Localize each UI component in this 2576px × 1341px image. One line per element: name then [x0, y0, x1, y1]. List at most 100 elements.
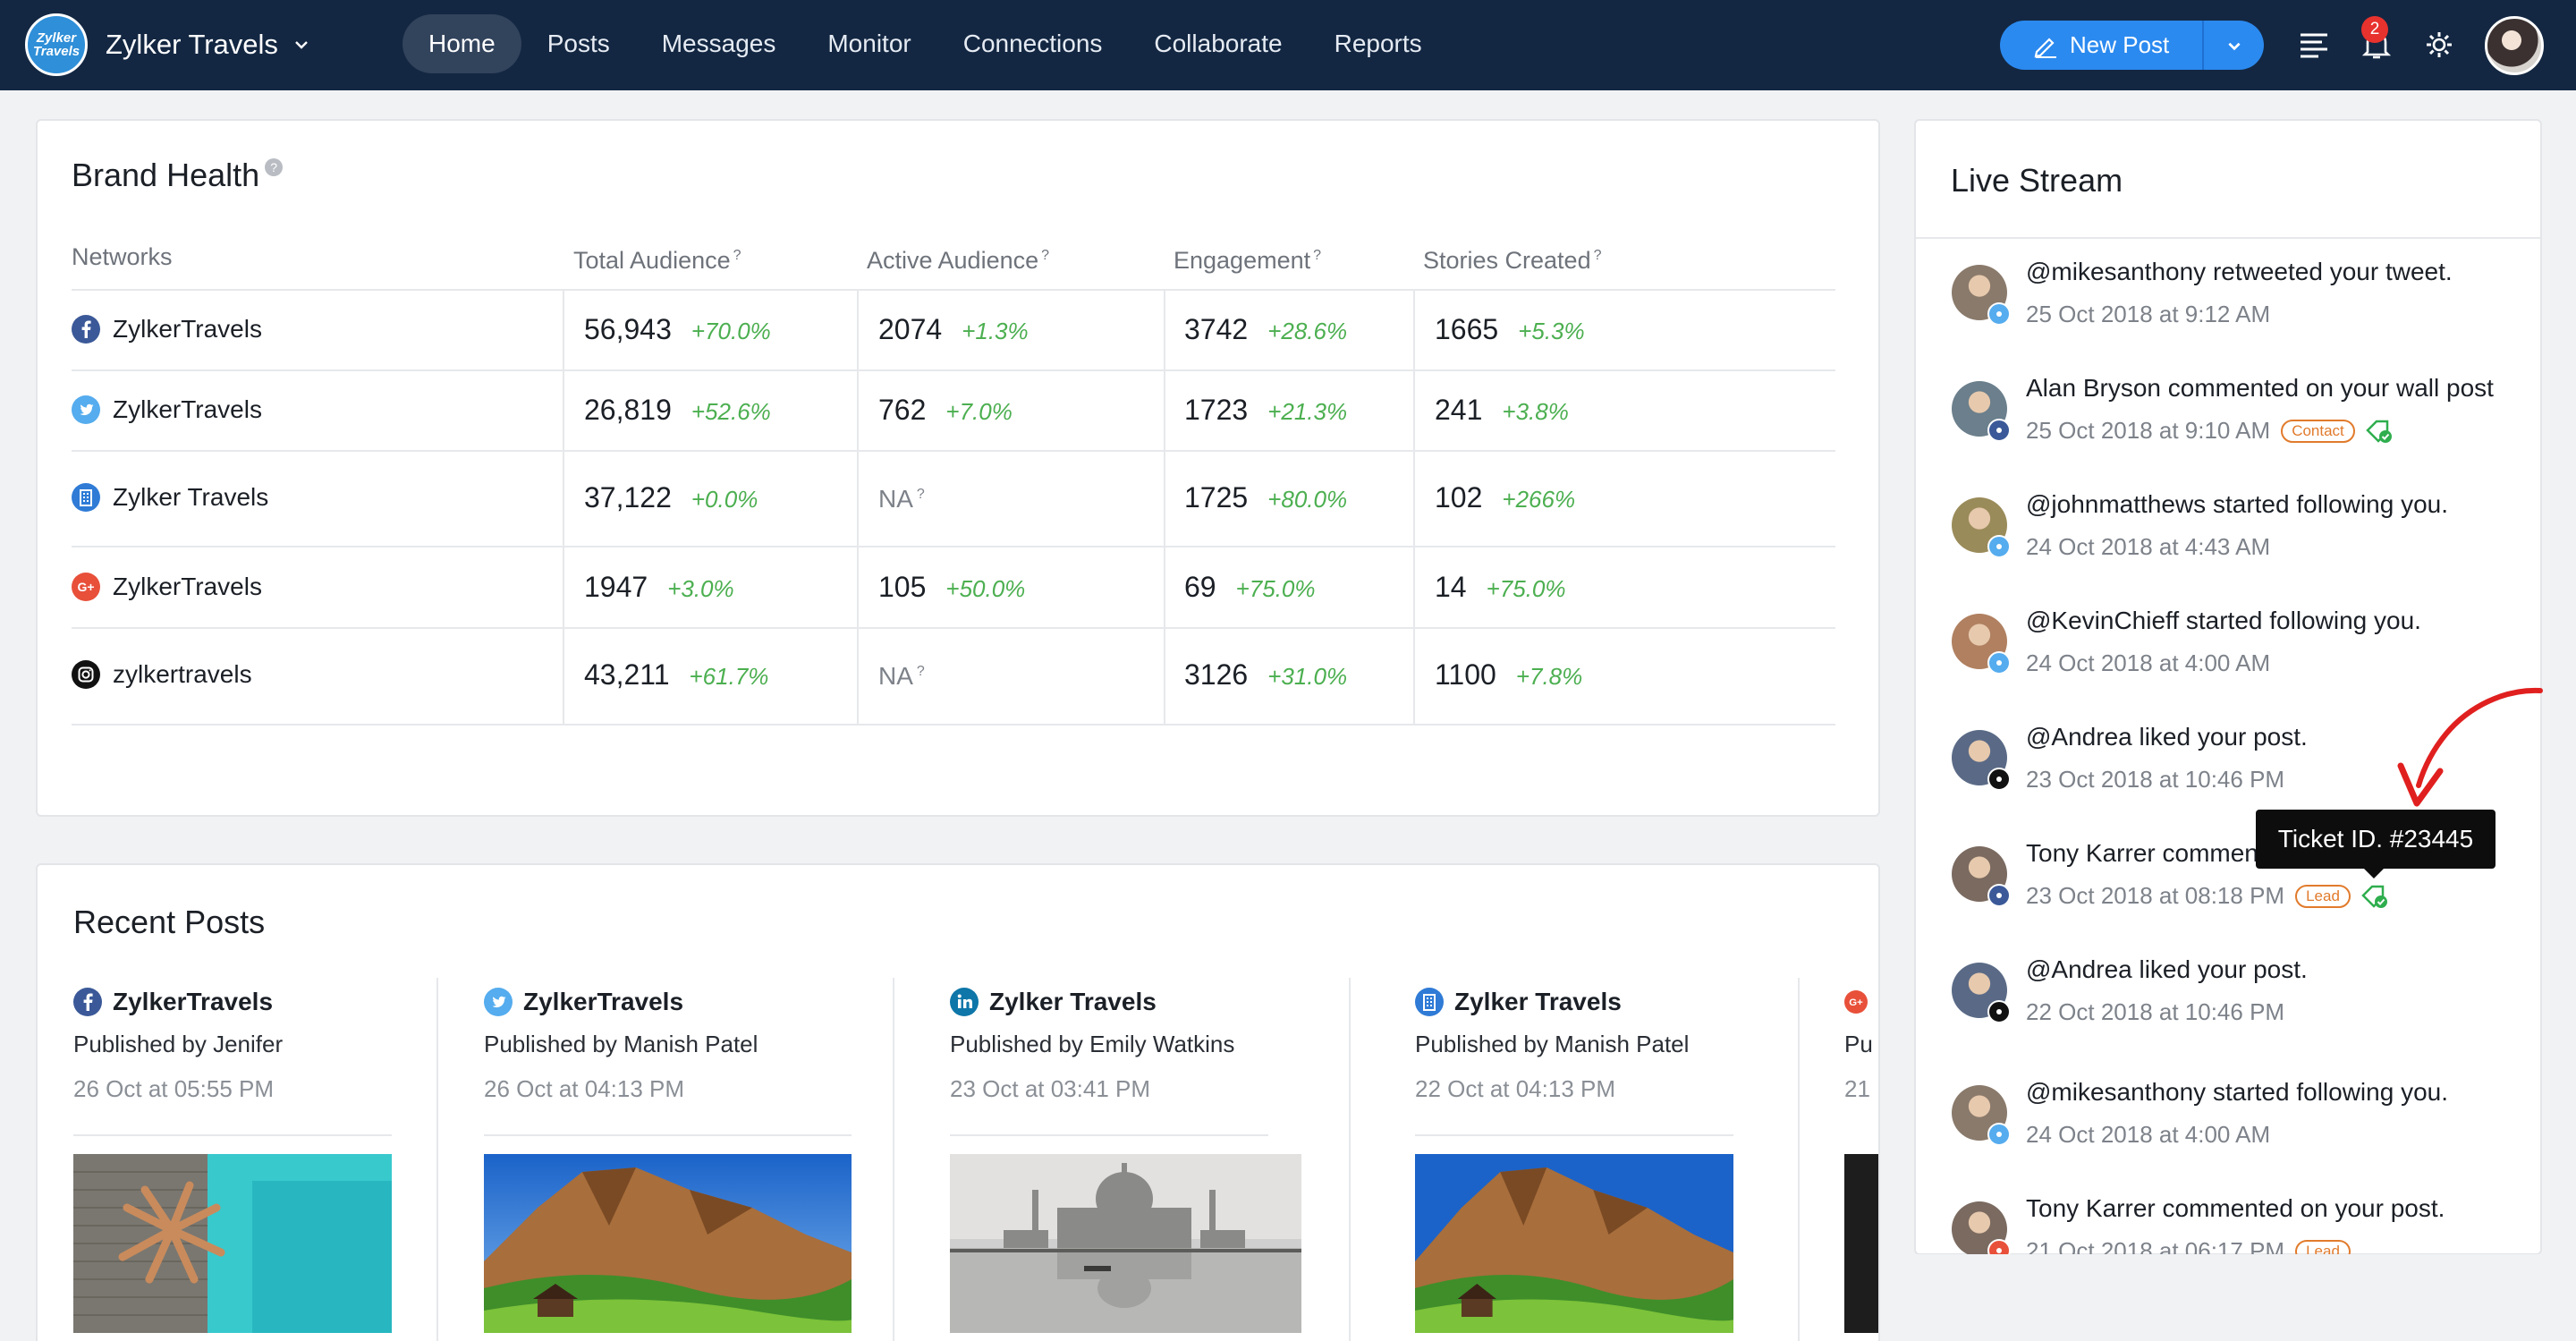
metric-change: +61.7%	[689, 663, 769, 690]
settings-button[interactable]	[2421, 27, 2457, 63]
metric-change: +50.0%	[945, 575, 1026, 602]
column-header-engagement[interactable]: Engagement?	[1174, 247, 1321, 275]
live-stream-item-time: 24 Oct 2018 at 4:00 AM	[2026, 649, 2270, 677]
facebook-icon	[1987, 884, 2011, 907]
network-row-company-page[interactable]: Zylker Travels	[72, 483, 268, 512]
metric-value: 1947	[584, 571, 648, 603]
column-header-total-audience[interactable]: Total Audience?	[573, 247, 741, 275]
live-stream-item-text[interactable]: @KevinChieff started following you.	[2026, 607, 2421, 634]
live-stream-item-time: 25 Oct 2018 at 9:10 AM Contact	[2026, 417, 2394, 445]
tab-home[interactable]: Home	[402, 14, 521, 73]
timestamp: 24 Oct 2018 at 4:00 AM	[2026, 1121, 2271, 1148]
network-row-twitter[interactable]: ZylkerTravels	[72, 395, 262, 424]
post-date: 26 Oct at 05:55 PM	[73, 1075, 275, 1102]
table-divider	[72, 289, 1835, 291]
crm-tag-badge[interactable]: Contact	[2281, 419, 2355, 443]
brand-switcher[interactable]: Zylker Travels Zylker Travels	[25, 13, 309, 77]
total-audience-cell: 43,211 +61.7%	[584, 658, 768, 692]
post-card[interactable]: G+ Pu 21	[1844, 982, 1878, 1111]
post-author: Published by Manish Patel	[1415, 1031, 1690, 1057]
feed-menu-button[interactable]	[2296, 27, 2332, 63]
help-icon[interactable]: ?	[265, 158, 284, 176]
network-name: ZylkerTravels	[113, 573, 262, 600]
post-card[interactable]: ZylkerTravels Published by Manish Patel …	[484, 982, 860, 1111]
live-stream-item-text[interactable]: @Andrea liked your post.	[2026, 955, 2308, 983]
metric-value: 1100	[1435, 658, 1496, 691]
metric-change: +0.0%	[691, 486, 758, 513]
network-row-instagram[interactable]: zylkertravels	[72, 660, 252, 689]
mountain-valley-photo[interactable]	[484, 1154, 852, 1333]
tab-collaborate[interactable]: Collaborate	[1154, 30, 1283, 57]
metric-value: 762	[878, 394, 927, 426]
live-stream-item-time: 23 Oct 2018 at 08:18 PM Lead	[2026, 882, 2390, 910]
metric-value: 241	[1435, 394, 1483, 426]
post-author: Published by Manish Patel	[484, 1031, 758, 1057]
new-post-button[interactable]: New Post	[2000, 21, 2204, 70]
tab-posts[interactable]: Posts	[547, 30, 610, 57]
table-divider	[72, 369, 1835, 371]
metric-value: 1725	[1184, 481, 1249, 513]
active-audience-cell: 105 +50.0%	[878, 571, 1025, 604]
live-stream-item-text[interactable]: @johnmatthews started following you.	[2026, 490, 2448, 518]
ticket-check-icon[interactable]	[2364, 418, 2394, 445]
stories-created-cell: 241 +3.8%	[1435, 394, 1569, 427]
active-audience-label: Active Audience	[867, 247, 1039, 274]
help-icon: ?	[1313, 248, 1322, 263]
brand-health-title-text: Brand Health	[72, 157, 260, 193]
new-post-dropdown-button[interactable]	[2204, 21, 2264, 70]
metric-change: +7.0%	[945, 398, 1013, 425]
tab-messages[interactable]: Messages	[661, 30, 776, 57]
dark-photo[interactable]	[1844, 1154, 1878, 1333]
user-avatar[interactable]	[2485, 16, 2544, 75]
post-card[interactable]: Zylker Travels Published by Manish Patel…	[1415, 982, 1791, 1111]
post-account: ZylkerTravels	[73, 982, 449, 1022]
live-stream-card	[1914, 119, 2542, 1255]
live-stream-item-text[interactable]: @Andrea liked your post.	[2026, 723, 2308, 751]
active-audience-cell: NA?	[878, 485, 925, 513]
tab-reports[interactable]: Reports	[1334, 30, 1422, 57]
twitter-icon	[1987, 1123, 2011, 1146]
metric-change: +75.0%	[1235, 575, 1316, 602]
post-separator	[950, 1134, 1268, 1136]
column-header-stories-created[interactable]: Stories Created?	[1423, 247, 1602, 275]
post-card[interactable]: Zylker Travels Published by Emily Watkin…	[950, 982, 1326, 1111]
network-row-google-plus[interactable]: G+ ZylkerTravels	[72, 573, 262, 601]
ticket-check-icon[interactable]	[2360, 883, 2390, 910]
timestamp: 25 Oct 2018 at 9:12 AM	[2026, 301, 2271, 327]
live-stream-item-text[interactable]: Tony Karrer commented on your post.	[2026, 1194, 2445, 1222]
ticket-id-tooltip: Ticket ID. #23445	[2256, 810, 2496, 869]
column-header-active-audience[interactable]: Active Audience?	[867, 247, 1049, 275]
mountain-valley-image	[484, 1154, 852, 1333]
table-column-divider	[563, 291, 564, 726]
post-card[interactable]: ZylkerTravels Published by Jenifer 26 Oc…	[73, 982, 449, 1111]
total-audience-cell: 56,943 +70.0%	[584, 313, 771, 346]
tab-connections[interactable]: Connections	[962, 30, 1103, 57]
crm-tag-badge[interactable]: Lead	[2295, 884, 2351, 908]
live-stream-item-text[interactable]: Tony Karrer commen	[2026, 839, 2258, 867]
google-plus-icon: G+	[1844, 990, 1868, 1014]
tab-monitor[interactable]: Monitor	[827, 30, 911, 57]
post-account: ZylkerTravels	[484, 982, 860, 1022]
mountain-valley-photo[interactable]	[1415, 1154, 1733, 1333]
post-account: G+	[1844, 982, 1878, 1022]
live-stream-item-text[interactable]: Alan Bryson commented on your wall post	[2026, 374, 2494, 402]
twitter-icon	[484, 988, 513, 1016]
linkedin-icon	[950, 988, 979, 1016]
chevron-down-icon	[2227, 42, 2241, 50]
post-account-name: Zylker Travels	[989, 988, 1157, 1015]
metric-value: 37,122	[584, 481, 672, 513]
live-stream-item-text[interactable]: @mikesanthony started following you.	[2026, 1078, 2448, 1106]
brand-name: Zylker Travels	[106, 29, 278, 60]
network-row-facebook[interactable]: ZylkerTravels	[72, 315, 262, 344]
help-icon: ?	[1041, 248, 1050, 263]
active-audience-cell: 762 +7.0%	[878, 394, 1013, 427]
post-author: Pu	[1844, 1031, 1873, 1057]
post-account: Zylker Travels	[950, 982, 1326, 1022]
beach-dock-photo[interactable]	[73, 1154, 392, 1333]
google-plus-icon: G+	[72, 573, 100, 601]
live-stream-item-time: 24 Oct 2018 at 4:00 AM	[2026, 1121, 2270, 1149]
network-name: Zylker Travels	[113, 483, 269, 511]
taj-mahal-photo[interactable]	[950, 1154, 1301, 1333]
live-stream-item-text[interactable]: @mikesanthony retweeted your tweet.	[2026, 258, 2453, 285]
active-audience-cell: 2074 +1.3%	[878, 313, 1029, 346]
